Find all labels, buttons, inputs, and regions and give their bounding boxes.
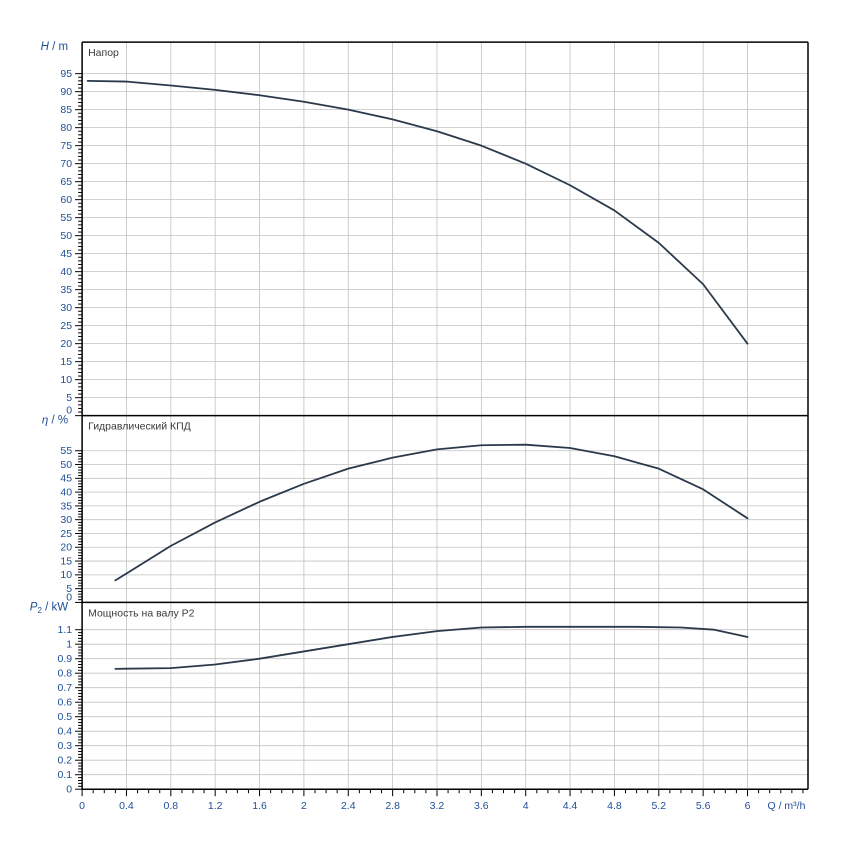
svg-text:75: 75 <box>60 140 72 152</box>
svg-text:Напор: Напор <box>88 47 119 59</box>
svg-text:0.4: 0.4 <box>57 726 72 738</box>
svg-text:0: 0 <box>79 800 85 812</box>
svg-text:Гидравлический КПД: Гидравлический КПД <box>88 421 191 433</box>
svg-text:45: 45 <box>60 473 72 485</box>
svg-text:1: 1 <box>66 639 72 651</box>
svg-text:0.4: 0.4 <box>119 800 134 812</box>
svg-text:η / %: η / % <box>42 415 68 427</box>
svg-text:2.8: 2.8 <box>385 800 400 812</box>
svg-text:85: 85 <box>60 104 72 116</box>
svg-text:90: 90 <box>60 86 72 98</box>
svg-text:0.9: 0.9 <box>57 653 72 665</box>
svg-text:2.4: 2.4 <box>341 800 356 812</box>
svg-text:15: 15 <box>60 356 72 368</box>
svg-text:30: 30 <box>60 302 72 314</box>
svg-text:25: 25 <box>60 320 72 332</box>
svg-text:P2 / kW: P2 / kW <box>30 601 68 615</box>
svg-text:10: 10 <box>60 374 72 386</box>
svg-text:1.6: 1.6 <box>252 800 267 812</box>
svg-text:50: 50 <box>60 230 72 242</box>
svg-text:95: 95 <box>60 68 72 80</box>
svg-text:30: 30 <box>60 514 72 526</box>
svg-text:20: 20 <box>60 542 72 554</box>
svg-text:0.8: 0.8 <box>164 800 179 812</box>
svg-text:Q / m³/h: Q / m³/h <box>768 800 806 812</box>
svg-text:H / m: H / m <box>41 41 68 53</box>
svg-text:65: 65 <box>60 176 72 188</box>
svg-text:2: 2 <box>301 800 307 812</box>
svg-text:5.2: 5.2 <box>651 800 666 812</box>
svg-text:0.1: 0.1 <box>57 769 72 781</box>
svg-text:Мощность на валу P2: Мощность на валу P2 <box>88 607 195 619</box>
svg-text:0.2: 0.2 <box>57 755 72 767</box>
svg-text:0.6: 0.6 <box>57 697 72 709</box>
svg-text:3.2: 3.2 <box>430 800 445 812</box>
svg-text:60: 60 <box>60 194 72 206</box>
svg-text:35: 35 <box>60 500 72 512</box>
svg-text:5.6: 5.6 <box>696 800 711 812</box>
svg-text:10: 10 <box>60 569 72 581</box>
svg-text:50: 50 <box>60 459 72 471</box>
svg-text:40: 40 <box>60 266 72 278</box>
svg-text:55: 55 <box>60 445 72 457</box>
svg-text:20: 20 <box>60 338 72 350</box>
svg-text:5: 5 <box>66 583 72 595</box>
svg-text:45: 45 <box>60 248 72 260</box>
svg-text:55: 55 <box>60 212 72 224</box>
svg-text:5: 5 <box>66 392 72 404</box>
svg-text:4: 4 <box>523 800 529 812</box>
svg-text:0.3: 0.3 <box>57 740 72 752</box>
svg-text:4.8: 4.8 <box>607 800 622 812</box>
svg-text:40: 40 <box>60 486 72 498</box>
svg-text:0.8: 0.8 <box>57 668 72 680</box>
svg-text:15: 15 <box>60 555 72 567</box>
svg-text:80: 80 <box>60 122 72 134</box>
svg-text:1.2: 1.2 <box>208 800 223 812</box>
svg-text:1.1: 1.1 <box>57 624 72 636</box>
svg-text:25: 25 <box>60 528 72 540</box>
svg-text:0.7: 0.7 <box>57 682 72 694</box>
svg-text:6: 6 <box>745 800 751 812</box>
svg-text:4.4: 4.4 <box>563 800 578 812</box>
svg-text:3.6: 3.6 <box>474 800 489 812</box>
svg-text:0: 0 <box>66 784 72 796</box>
svg-text:0.5: 0.5 <box>57 711 72 723</box>
svg-text:35: 35 <box>60 284 72 296</box>
svg-text:70: 70 <box>60 158 72 170</box>
